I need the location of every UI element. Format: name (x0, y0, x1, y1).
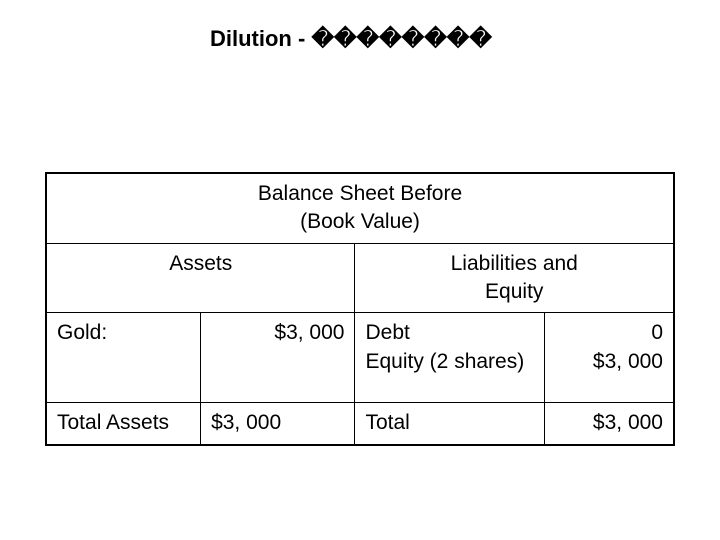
balance-sheet-table: Balance Sheet Before (Book Value) Assets… (45, 172, 675, 446)
table-row: Total Assets $3, 000 Total $3, 000 (46, 403, 674, 445)
equity-label: Equity (2 shares) (365, 348, 533, 376)
title-prefix: Dilution - (210, 26, 305, 51)
assets-header: Assets (46, 243, 355, 313)
table-row: Balance Sheet Before (Book Value) (46, 173, 674, 243)
header-line2: (Book Value) (57, 208, 663, 236)
table-row: Gold: $3, 000 Debt Equity (2 shares) 0 $… (46, 313, 674, 403)
slide-title: Dilution - �������� (210, 26, 680, 52)
liabilities-header: Liabilities and Equity (355, 243, 674, 313)
total-label-cell: Total (355, 403, 544, 445)
total-assets-label-cell: Total Assets (46, 403, 201, 445)
slide-container: Dilution - �������� Balance Sheet Before… (0, 0, 720, 540)
header-line1: Balance Sheet Before (57, 180, 663, 208)
gold-value-cell: $3, 000 (201, 313, 355, 403)
debt-value: 0 (555, 319, 663, 347)
debt-label: Debt (365, 319, 533, 347)
liab-line1: Liabilities and (365, 250, 663, 278)
title-placeholder-glyphs: �������� (311, 26, 491, 51)
debt-equity-labels-cell: Debt Equity (2 shares) (355, 313, 544, 403)
table-header-top: Balance Sheet Before (Book Value) (46, 173, 674, 243)
liab-line2: Equity (365, 278, 663, 306)
equity-value: $3, 000 (555, 348, 663, 376)
gold-label-cell: Gold: (46, 313, 201, 403)
table-row: Assets Liabilities and Equity (46, 243, 674, 313)
debt-equity-values-cell: 0 $3, 000 (544, 313, 674, 403)
total-value-cell: $3, 000 (544, 403, 674, 445)
total-assets-value-cell: $3, 000 (201, 403, 355, 445)
